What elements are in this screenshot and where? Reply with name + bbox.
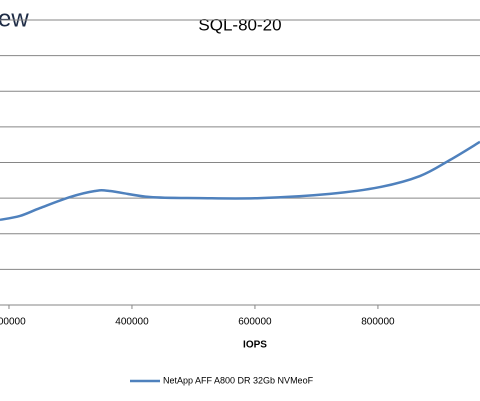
logo: ew — [0, 5, 29, 32]
x-axis-label: IOPS — [243, 340, 267, 351]
x-tick-label: 200000 — [0, 317, 26, 328]
series-line — [0, 140, 480, 222]
chart-title: SQL-80-20 — [198, 15, 281, 34]
x-tick-label: 600000 — [238, 317, 272, 328]
x-tick-label: 800000 — [361, 317, 395, 328]
x-tick-label: 400000 — [115, 317, 149, 328]
legend-label: NetApp AFF A800 DR 32Gb NVMeoF — [163, 375, 314, 385]
